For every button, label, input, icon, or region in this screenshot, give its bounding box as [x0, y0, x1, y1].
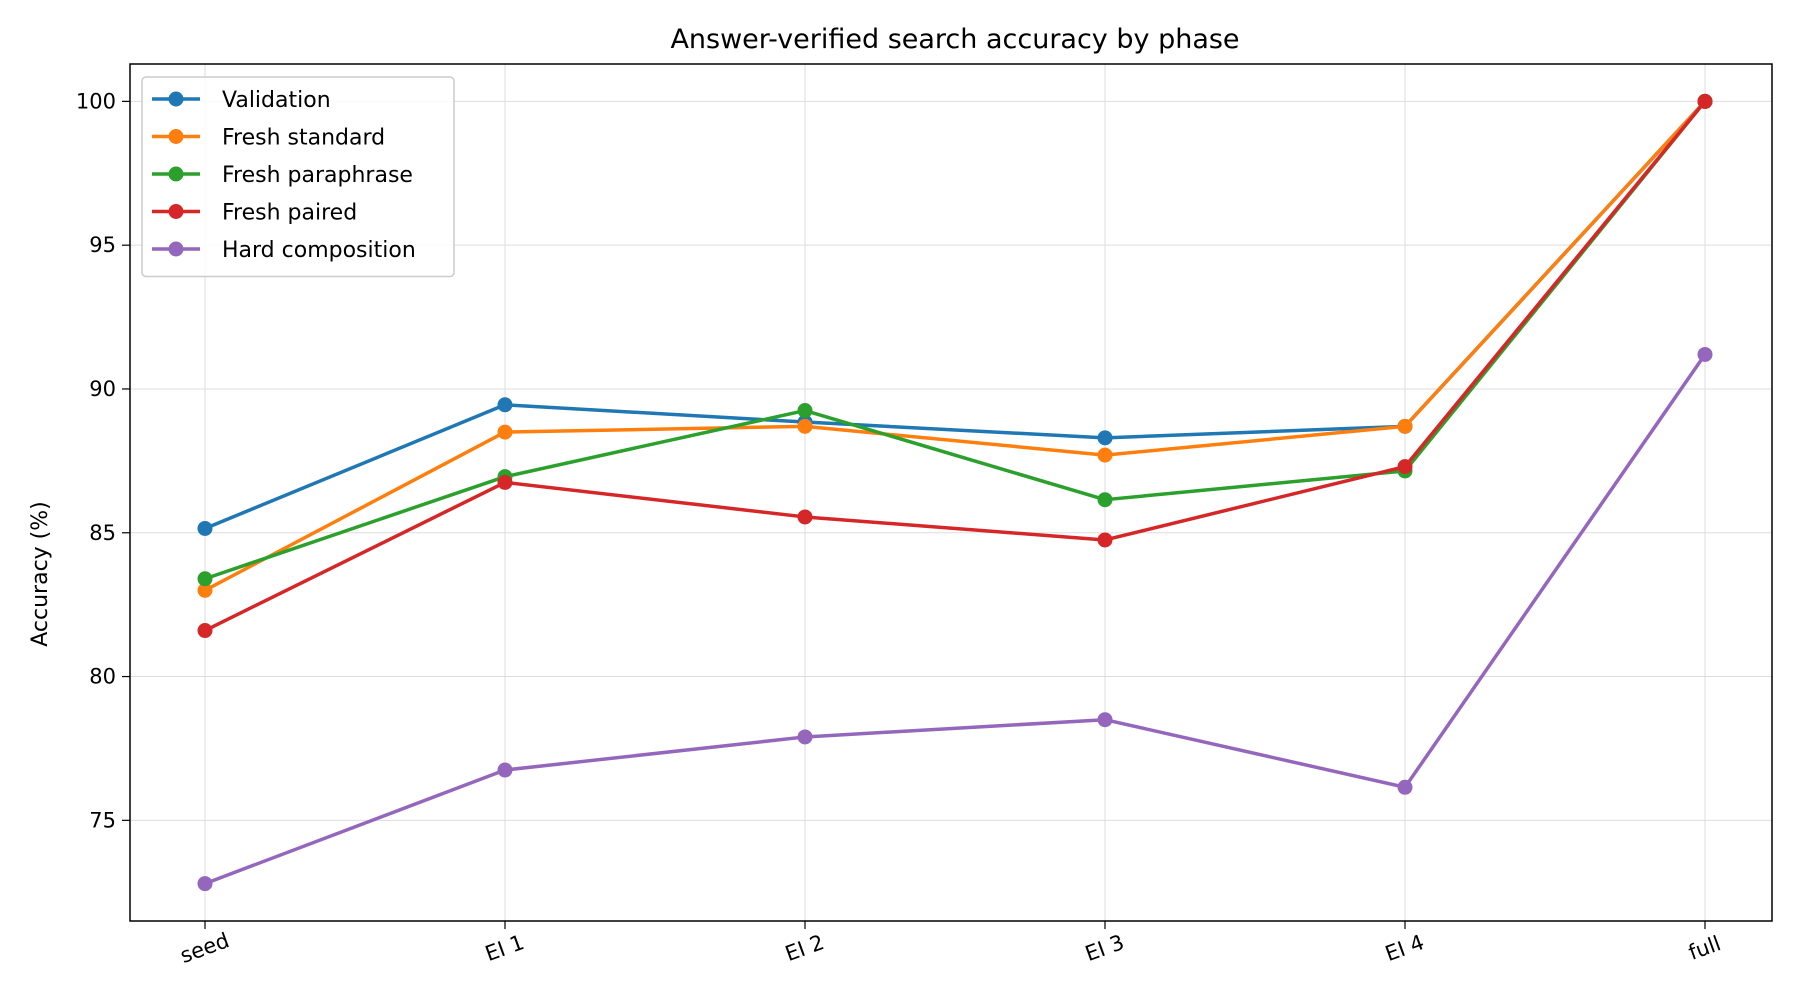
series-fresh-paired — [197, 93, 1713, 639]
series-line — [204, 100, 1707, 633]
legend-label: Fresh standard — [222, 126, 385, 151]
legend-marker — [168, 166, 184, 182]
legend-item: Fresh standard — [152, 126, 385, 151]
legend-label: Fresh paired — [222, 201, 357, 226]
x-tick-label: EI 3 — [1082, 930, 1127, 966]
data-point — [197, 571, 213, 587]
series-layer — [197, 93, 1713, 892]
legend-item: Validation — [152, 88, 331, 113]
series-line — [204, 353, 1707, 886]
data-point — [797, 403, 813, 419]
data-point — [197, 520, 213, 536]
x-tick-label: EI 4 — [1382, 930, 1427, 966]
series-hard-composition — [197, 346, 1713, 892]
plot-frame — [129, 63, 1773, 922]
legend-label: Hard composition — [222, 238, 416, 263]
data-point — [797, 509, 813, 525]
legend-item: Hard composition — [152, 238, 416, 263]
legend: Validation Fresh standard Fresh paraphrase… — [141, 76, 455, 278]
data-point — [197, 623, 213, 639]
legend-marker — [168, 204, 184, 219]
data-point — [797, 418, 813, 434]
y-tick-label: 90 — [89, 377, 116, 401]
data-point — [497, 397, 513, 413]
y-axis-label: Accuracy (%) — [28, 501, 53, 647]
chart-title: Answer-verified search accuracy by phase — [670, 24, 1239, 55]
data-point — [497, 474, 513, 490]
y-tick-label: 85 — [89, 521, 116, 545]
series-line — [204, 100, 1707, 581]
y-tick-label: 100 — [76, 89, 116, 113]
legend-item: Fresh paraphrase — [152, 163, 413, 188]
data-point — [497, 762, 513, 778]
y-tick-label: 80 — [89, 665, 116, 689]
data-point — [1397, 459, 1413, 475]
data-point — [1397, 779, 1413, 795]
legend-marker — [168, 129, 184, 144]
x-tick-label: EI 1 — [482, 930, 527, 966]
legend-label: Validation — [222, 88, 331, 113]
legend-frame — [141, 76, 455, 278]
x-tick-label: full — [1685, 931, 1724, 965]
legend-item: Fresh paired — [152, 201, 357, 226]
legend-label: Fresh paraphrase — [222, 163, 413, 188]
data-point — [1097, 532, 1113, 548]
data-point — [497, 424, 513, 440]
data-point — [1697, 346, 1713, 362]
legend-marker — [168, 241, 184, 257]
data-point — [1097, 447, 1113, 463]
data-point — [1097, 430, 1113, 446]
data-point — [1097, 492, 1113, 508]
data-point — [797, 729, 813, 745]
data-point — [1697, 93, 1713, 109]
data-point — [197, 876, 213, 892]
data-point — [1397, 418, 1413, 434]
x-tick-label: EI 2 — [782, 930, 827, 966]
y-tick-label: 75 — [89, 808, 116, 832]
x-tick-label: seed — [177, 928, 232, 968]
data-point — [1097, 712, 1113, 728]
data-point — [197, 582, 213, 598]
legend-marker — [168, 91, 184, 107]
series-line — [204, 100, 1707, 592]
y-tick-label: 95 — [89, 233, 116, 257]
